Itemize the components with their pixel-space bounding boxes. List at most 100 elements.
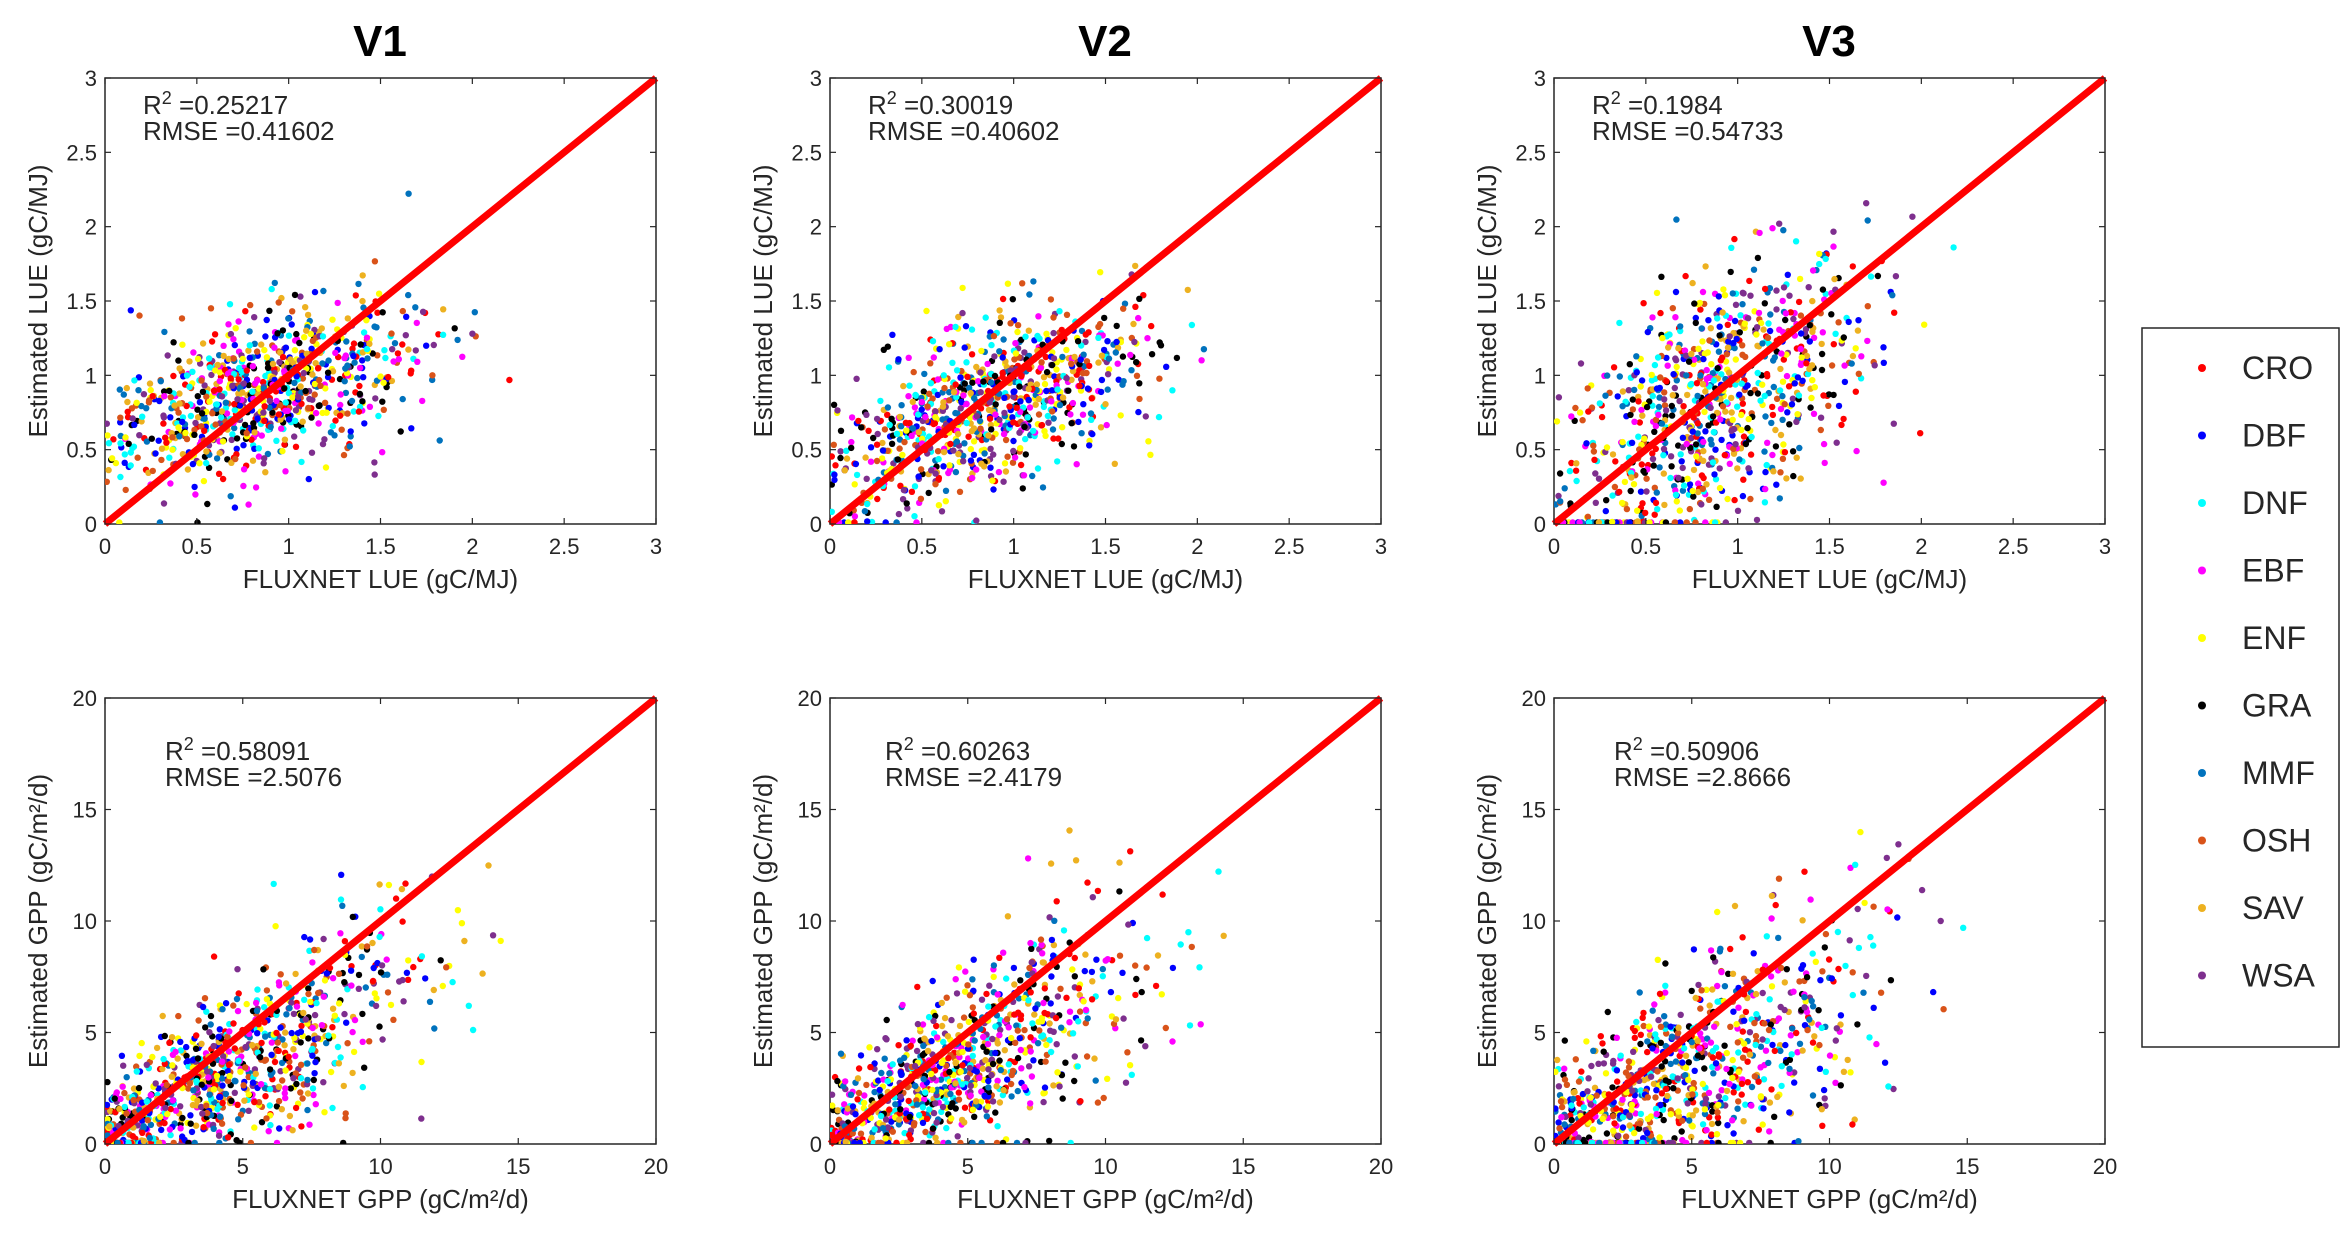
scatter-point <box>959 284 966 292</box>
scatter-point <box>439 982 446 990</box>
scatter-point <box>1840 334 1848 341</box>
scatter-point <box>1026 404 1034 411</box>
scatter-point <box>1022 1139 1029 1144</box>
scatter-point <box>886 421 893 429</box>
scatter-point <box>1874 272 1882 280</box>
scatter-point <box>249 363 257 370</box>
scatter-point <box>994 1040 1001 1047</box>
scatter-point <box>177 1103 184 1110</box>
scatter-point <box>1124 1049 1131 1056</box>
scatter-point <box>1641 435 1648 442</box>
scatter-point <box>454 907 462 914</box>
scatter-point <box>990 973 997 981</box>
scatter-point <box>281 441 288 448</box>
scatter-point <box>255 453 263 460</box>
scatter-point <box>940 372 947 379</box>
scatter-point <box>898 402 905 409</box>
scatter-point <box>1051 373 1058 380</box>
scatter-point <box>136 1052 143 1060</box>
scatter-point <box>405 346 412 353</box>
scatter-point <box>949 1100 956 1107</box>
scatter-point <box>1573 460 1580 467</box>
scatter-point <box>1822 1068 1830 1076</box>
scatter-point <box>851 1139 858 1144</box>
scatter-point <box>945 1055 952 1062</box>
scatter-point <box>965 433 972 440</box>
scatter-point <box>275 411 282 418</box>
scatter-point <box>1798 354 1806 361</box>
scatter-point <box>209 410 216 417</box>
scatter-point <box>237 1068 244 1075</box>
scatter-point <box>1104 386 1111 393</box>
scatter-point <box>175 357 182 364</box>
scatter-point <box>1041 380 1049 388</box>
scatter-point <box>1602 392 1609 399</box>
scatter-point <box>274 1039 281 1046</box>
scatter-point <box>961 988 969 995</box>
scatter-point <box>1677 323 1684 330</box>
scatter-point <box>271 344 278 351</box>
scatter-point <box>878 455 886 462</box>
scatter-point <box>1917 430 1924 437</box>
scatter-point <box>184 1057 191 1065</box>
scatter-point <box>1074 338 1082 345</box>
scatter-point <box>1891 309 1898 316</box>
scatter-point <box>1577 360 1585 367</box>
scatter-point <box>1702 388 1709 395</box>
scatter-point <box>399 341 406 348</box>
scatter-point <box>218 393 226 400</box>
scatter-point <box>183 1043 190 1051</box>
scatter-point <box>373 995 380 1002</box>
scatter-point <box>399 395 406 403</box>
scatter-point <box>1832 1079 1839 1087</box>
scatter-point <box>1783 372 1791 380</box>
scatter-point <box>926 1106 933 1113</box>
scatter-point <box>275 299 282 306</box>
scatter-point <box>911 1062 919 1070</box>
scatter-point <box>120 1062 127 1069</box>
scatter-point <box>1638 461 1646 468</box>
scatter-point <box>329 422 336 430</box>
scatter-point <box>153 1044 161 1052</box>
scatter-point <box>195 1017 202 1024</box>
scatter-point <box>908 488 916 495</box>
scatter-point <box>1769 451 1776 459</box>
scatter-point <box>1739 351 1746 358</box>
scatter-point <box>156 519 164 524</box>
scatter-point <box>148 435 155 442</box>
scatter-point <box>1767 311 1774 318</box>
scatter-point <box>1652 422 1660 430</box>
scatter-point <box>1113 338 1120 346</box>
scatter-point <box>970 438 978 445</box>
scatter-point <box>1640 300 1647 307</box>
scatter-point <box>240 482 247 490</box>
scatter-point <box>1071 954 1079 962</box>
scatter-point <box>1638 377 1646 384</box>
scatter-point <box>216 1139 223 1144</box>
scatter-point <box>341 938 349 945</box>
scatter-point <box>906 382 913 389</box>
scatter-point <box>340 451 348 459</box>
scatter-point <box>210 387 218 394</box>
scatter-point <box>226 301 234 308</box>
scatter-point <box>413 319 420 327</box>
scatter-point <box>1753 324 1761 331</box>
scatter-point <box>266 397 274 405</box>
scatter-point <box>915 411 922 418</box>
scatter-point <box>1742 440 1750 448</box>
y-tick-label: 10 <box>73 909 97 934</box>
scatter-point <box>929 977 936 985</box>
scatter-point <box>1762 413 1769 420</box>
x-tick-label: 0 <box>99 534 111 559</box>
scatter-point <box>344 1040 351 1047</box>
scatter-point <box>987 379 995 386</box>
scatter-point <box>1643 403 1651 411</box>
scatter-point <box>1662 1042 1670 1050</box>
scatter-point <box>329 975 337 982</box>
scatter-point <box>1707 436 1714 443</box>
scatter-point <box>1678 458 1685 465</box>
scatter-point <box>116 1105 123 1113</box>
scatter-point <box>1763 370 1771 378</box>
scatter-point <box>1097 269 1104 276</box>
scatter-point <box>1630 481 1638 488</box>
